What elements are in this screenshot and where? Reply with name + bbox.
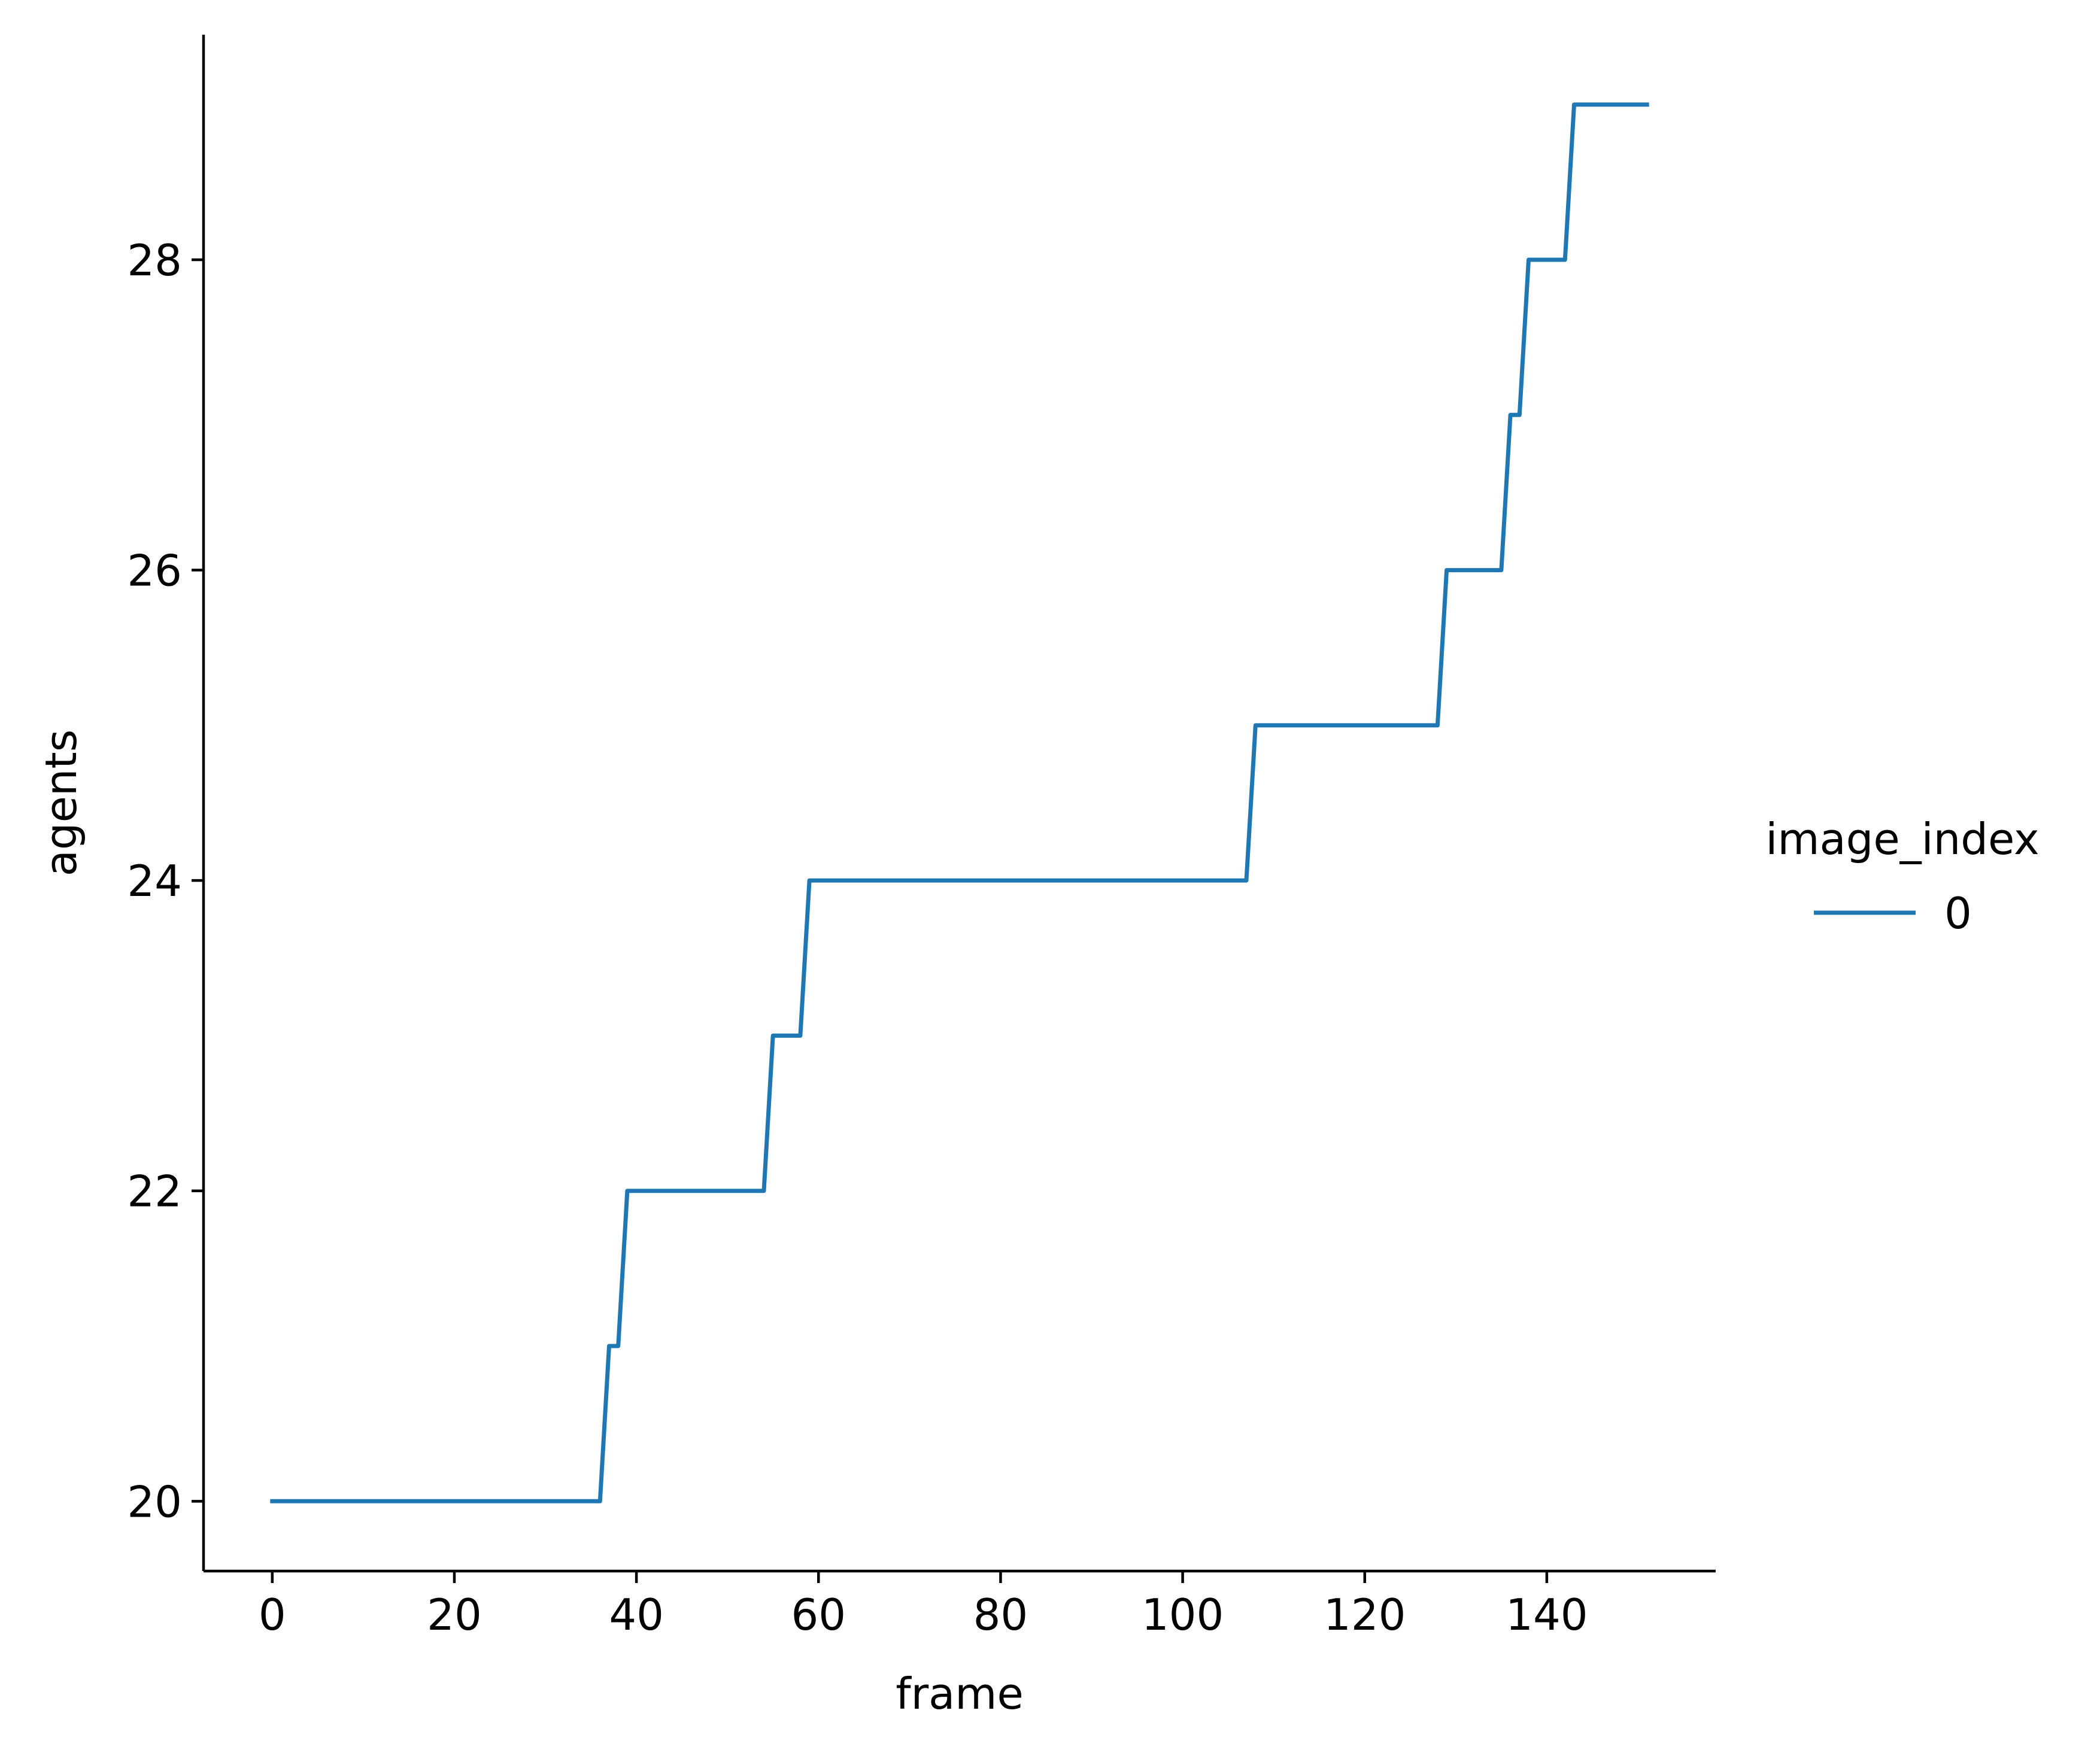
x-ticks: 0 20 40 60 80 100 120 140 <box>259 1571 1588 1640</box>
y-tick-label: 26 <box>127 546 182 596</box>
legend-items: 0 <box>1814 888 1972 938</box>
legend-title: image_index <box>1765 814 2039 864</box>
x-tick-label: 140 <box>1506 1590 1588 1640</box>
x-tick-label: 40 <box>609 1590 664 1640</box>
series-line-0 <box>270 102 1649 1503</box>
legend: image_index 0 <box>1765 814 2039 938</box>
x-tick-label: 120 <box>1324 1590 1406 1640</box>
x-tick-label: 100 <box>1142 1590 1224 1640</box>
y-axis-label: agents <box>36 730 86 877</box>
y-tick-label: 20 <box>127 1477 182 1527</box>
y-ticks: 20 22 24 26 28 <box>127 235 204 1527</box>
plot-area <box>270 102 1649 1503</box>
x-tick-label: 80 <box>973 1590 1028 1640</box>
x-tick-label: 20 <box>427 1590 482 1640</box>
axes: 0 20 40 60 80 100 120 140 20 22 24 26 28 frame agen… <box>36 35 1716 1719</box>
x-axis-label: frame <box>896 1669 1024 1719</box>
x-tick-label: 60 <box>791 1590 846 1640</box>
y-tick-label: 22 <box>127 1166 182 1217</box>
x-tick-label: 0 <box>259 1590 286 1640</box>
y-tick-label: 28 <box>127 235 182 285</box>
legend-label: 0 <box>1944 888 1972 938</box>
y-tick-label: 24 <box>127 856 182 906</box>
